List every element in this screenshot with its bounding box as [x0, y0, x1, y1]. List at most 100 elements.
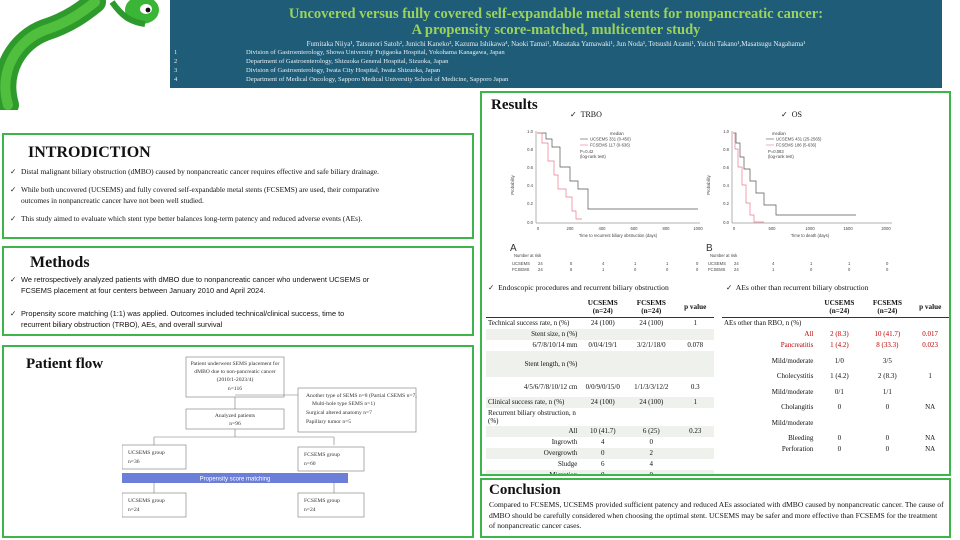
- svg-text:0.2: 0.2: [527, 201, 533, 206]
- svg-text:median: median: [772, 131, 786, 136]
- svg-text:1000: 1000: [805, 226, 815, 231]
- row-label: Ingrowth: [551, 438, 578, 446]
- svg-text:Time to recurrent biliary obst: Time to recurrent biliary obstruction (d…: [579, 233, 658, 238]
- svg-text:0: 0: [733, 226, 736, 231]
- table-cell: [863, 318, 911, 329]
- psm-bar: [122, 473, 348, 483]
- table-row: Ingrowth 4 0: [486, 437, 714, 448]
- svg-text:(log-rank test): (log-rank test): [580, 154, 606, 159]
- svg-text:0.6: 0.6: [723, 165, 729, 170]
- table-cell: 0: [885, 403, 890, 411]
- table-cell: 0.23: [689, 427, 702, 435]
- table-cell: NA: [925, 445, 936, 453]
- svg-text:0.6: 0.6: [527, 165, 533, 170]
- row-label: Mild/moderate: [771, 387, 814, 396]
- results-heading: Results: [491, 97, 538, 113]
- uc-group-label: UCSEMS group: [128, 450, 165, 456]
- fc-matched-label: FCSEMS group: [304, 498, 340, 504]
- table-header-row: UCSEMS (n=24) FCSEMS (n=24) p value: [722, 299, 949, 318]
- table-cell: 1/1: [882, 387, 892, 396]
- table-cell: 0.078: [687, 341, 704, 349]
- table-cell: [626, 408, 676, 426]
- svg-text:0.4: 0.4: [527, 183, 533, 188]
- analyzed-label: Analyzed patients: [215, 413, 255, 419]
- flow-box1-line4: n=116: [228, 386, 242, 392]
- svg-text:0.8: 0.8: [527, 147, 533, 152]
- svg-text:1.0: 1.0: [723, 129, 729, 134]
- svg-text:0: 0: [848, 267, 851, 272]
- svg-text:Number at risk: Number at risk: [710, 253, 738, 258]
- patient-flow-heading: Patient flow: [26, 356, 104, 372]
- svg-text:4: 4: [602, 261, 605, 266]
- table-cell: 0/0/9/0/15/0: [585, 382, 620, 391]
- svg-text:0: 0: [886, 267, 889, 272]
- row-label: Cholangitis: [781, 403, 814, 411]
- svg-text:FCSEMS: FCSEMS: [512, 267, 530, 272]
- check-icon: ✓: [781, 110, 788, 119]
- svg-text:1: 1: [634, 261, 637, 266]
- svg-text:4: 4: [772, 261, 775, 266]
- svg-text:24: 24: [538, 267, 543, 272]
- psm-label: Propensity score matching: [200, 477, 271, 483]
- table-right: UCSEMS (n=24) FCSEMS (n=24) p value AEs oth…: [722, 299, 949, 474]
- trbo-label: ✓ TRBO: [570, 110, 602, 119]
- table-row: Cholangitis 0 0 NA: [722, 402, 949, 413]
- table-cell: 1: [928, 372, 932, 380]
- column-header: p value: [684, 303, 707, 311]
- svg-text:UCSEMS 431 (25-2565): UCSEMS 431 (25-2565): [776, 137, 822, 142]
- table-cell: [911, 318, 949, 329]
- svg-text:0.4: 0.4: [723, 183, 729, 188]
- check-icon: ✓: [10, 185, 17, 194]
- svg-text:0: 0: [886, 261, 889, 266]
- table-cell: 3/2/1/18/0: [636, 341, 666, 349]
- table-cell: 1 (4.2): [830, 372, 849, 380]
- row-label: Perforation: [781, 445, 814, 453]
- svg-text:0: 0: [634, 267, 637, 272]
- svg-text:A: A: [510, 243, 517, 254]
- svg-text:2000: 2000: [881, 226, 891, 231]
- table-cell: 2 (8.3): [878, 372, 897, 380]
- table-cell: [579, 329, 626, 340]
- table-cell: [579, 351, 626, 377]
- table-cell: 3/5: [882, 356, 892, 365]
- km-plot-trbo: Probability 1.0 0.8 0.6 0.4 0.2 0.0 0 20…: [510, 129, 703, 272]
- row-label: Recurrent biliary obstruction, n (%): [488, 408, 576, 425]
- km-plot-os: Probability 1.0 0.8 0.6 0.4 0.2 0.0 0 50…: [706, 129, 892, 272]
- uc-matched-count: n=24: [128, 507, 140, 513]
- row-label: Mild/moderate: [771, 356, 814, 365]
- table-cell: 1: [693, 398, 697, 406]
- table-row: Technical success rate, n (%) 24 (100) 24 …: [486, 318, 714, 329]
- table-cell: 24 (100): [590, 398, 615, 406]
- author-list: Fumitaka Niiya¹, Tatsunori Satoh², Junic…: [306, 40, 806, 48]
- table-cell: 0: [601, 449, 605, 457]
- poster-title-line1: Uncovered versus fully covered self-expa…: [288, 6, 824, 22]
- poster-title-line2: A propensity score-matched, multicenter …: [411, 22, 701, 38]
- row-label: Mild/moderate: [771, 418, 814, 427]
- svg-text:B: B: [706, 243, 713, 254]
- svg-text:24: 24: [734, 261, 739, 266]
- table-cell: 0: [885, 445, 890, 453]
- svg-text:1000: 1000: [693, 226, 703, 231]
- table-cell: 10 (41.7): [874, 330, 901, 338]
- svg-text:800: 800: [663, 226, 671, 231]
- table-row: Recurrent biliary obstruction, n (%): [486, 408, 714, 426]
- svg-text:0: 0: [537, 226, 540, 231]
- table-cell: 2 (8.3): [830, 330, 849, 338]
- svg-text:0.0: 0.0: [527, 220, 533, 225]
- table-row: Perforation 0 0 NA: [722, 444, 949, 455]
- table-cell: 0.3: [690, 382, 700, 391]
- table-row: Bleeding 0 0 NA: [722, 433, 949, 444]
- svg-text:Probability: Probability: [510, 174, 515, 194]
- table-cell: [676, 470, 714, 475]
- conclusion-text: Compared to FCSEMS, UCSEMS provided suff…: [489, 500, 944, 530]
- svg-text:6: 6: [570, 267, 573, 272]
- table-row: All 2 (8.3) 10 (41.7) 0.017: [722, 329, 949, 340]
- svg-text:median: median: [610, 131, 624, 136]
- table-row: Clinical success rate, n (%) 24 (100) 24 (…: [486, 396, 714, 408]
- row-label: Technical success rate, n (%): [488, 319, 570, 328]
- fc-group-label: FCSEMS group: [304, 452, 340, 458]
- svg-text:Time to death (days): Time to death (days): [791, 233, 830, 238]
- conclusion-panel: Conclusion Compared to FCSEMS, UCSEMS pr…: [480, 478, 951, 538]
- svg-text:FCSEMS 186 (5-636): FCSEMS 186 (5-636): [776, 143, 817, 148]
- svg-text:1500: 1500: [843, 226, 853, 231]
